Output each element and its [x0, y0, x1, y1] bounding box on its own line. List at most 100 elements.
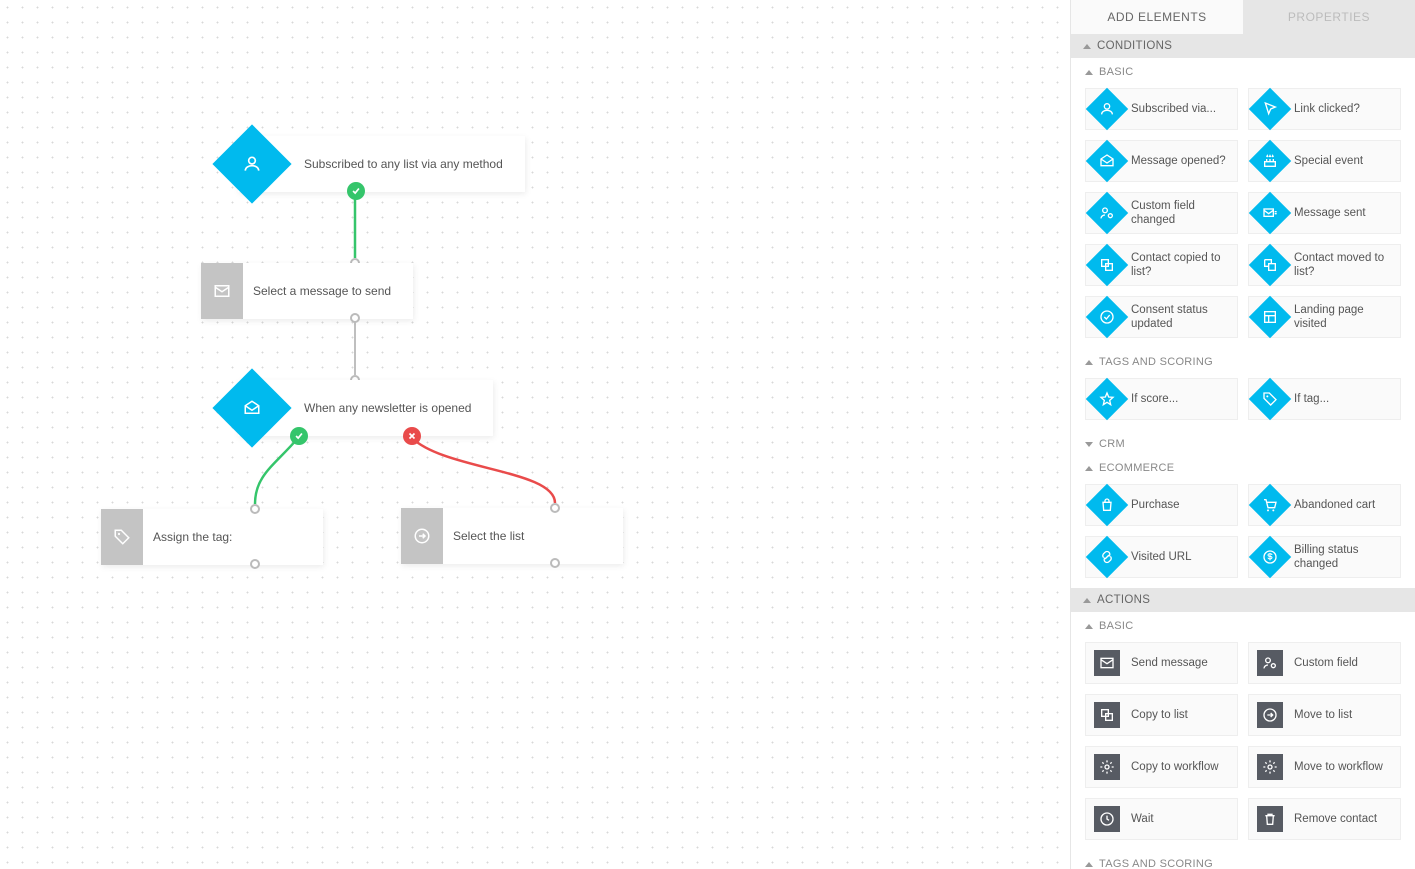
collapse-icon [1085, 360, 1093, 365]
element-label: If score... [1125, 388, 1184, 410]
copy-icon [1099, 257, 1115, 273]
node-subscribed[interactable]: Subscribed to any list via any method [238, 136, 525, 192]
connector-dot[interactable] [550, 558, 560, 568]
element-person-gear[interactable]: Custom field changed [1085, 192, 1238, 234]
dollar-icon [1262, 549, 1278, 565]
element-label: If tag... [1288, 388, 1335, 410]
element-person[interactable]: Subscribed via... [1085, 88, 1238, 130]
connector-dot[interactable] [250, 504, 260, 514]
conditions-header[interactable]: CONDITIONS [1071, 34, 1415, 58]
workflow-canvas[interactable]: Subscribed to any list via any method Se… [0, 0, 1070, 869]
person-gear-icon [1099, 205, 1115, 221]
person-gear-icon [1262, 655, 1278, 671]
node-newsletter-opened[interactable]: When any newsletter is opened [238, 380, 493, 436]
element-label: Visited URL [1125, 546, 1198, 568]
copy-icon [1099, 707, 1115, 723]
collapse-icon [1085, 70, 1093, 75]
element-label: Copy to list [1125, 704, 1194, 726]
cake-icon [1262, 153, 1278, 169]
element-label: Message sent [1288, 202, 1372, 224]
ecommerce-header[interactable]: ECOMMERCE [1071, 454, 1415, 478]
expand-icon [1085, 442, 1093, 447]
element-mail-send[interactable]: Message sent [1248, 192, 1401, 234]
gear-icon [1099, 759, 1115, 775]
element-gear[interactable]: Move to workflow [1248, 746, 1401, 788]
basic-header[interactable]: BASIC [1071, 58, 1415, 82]
tag-icon [1262, 391, 1278, 407]
element-label: Custom field changed [1125, 195, 1237, 232]
element-label: Move to list [1288, 704, 1358, 726]
collapse-icon [1083, 598, 1091, 603]
actions-tags-header[interactable]: TAGS AND SCORING [1071, 850, 1415, 869]
element-gear[interactable]: Copy to workflow [1085, 746, 1238, 788]
element-label: Custom field [1288, 652, 1364, 674]
element-check-circle[interactable]: Consent status updated [1085, 296, 1238, 338]
element-tag[interactable]: If tag... [1248, 378, 1401, 420]
element-trash[interactable]: Remove contact [1248, 798, 1401, 840]
element-clock[interactable]: Wait [1085, 798, 1238, 840]
element-mail-open[interactable]: Message opened? [1085, 140, 1238, 182]
node-label: Subscribed to any list via any method [294, 157, 525, 171]
tag-icon [113, 528, 131, 546]
element-label: Abandoned cart [1288, 494, 1381, 516]
element-move[interactable]: Contact moved to list? [1248, 244, 1401, 286]
element-label: Contact copied to list? [1125, 247, 1237, 284]
element-cake[interactable]: Special event [1248, 140, 1401, 182]
element-label: Subscribed via... [1125, 98, 1222, 120]
conditions-basic-grid: Subscribed via... Link clicked? Message op… [1071, 82, 1415, 348]
connector-dot[interactable] [250, 559, 260, 569]
element-person-gear[interactable]: Custom field [1248, 642, 1401, 684]
link-icon [1099, 549, 1115, 565]
element-mail[interactable]: Send message [1085, 642, 1238, 684]
actions-basic-header[interactable]: BASIC [1071, 612, 1415, 636]
node-send-message[interactable]: Select a message to send [201, 263, 413, 319]
element-bag[interactable]: Purchase [1085, 484, 1238, 526]
element-star[interactable]: If score... [1085, 378, 1238, 420]
no-badge [403, 427, 421, 445]
bag-icon [1099, 497, 1115, 513]
tab-properties[interactable]: PROPERTIES [1243, 0, 1415, 34]
element-dollar[interactable]: Billing status changed [1248, 536, 1401, 578]
node-select-list[interactable]: Select the list [401, 508, 623, 564]
element-label: Move to workflow [1288, 756, 1389, 778]
mail-send-icon [1262, 205, 1278, 221]
tags-scoring-header[interactable]: TAGS AND SCORING [1071, 348, 1415, 372]
element-cart[interactable]: Abandoned cart [1248, 484, 1401, 526]
element-label: Special event [1288, 150, 1369, 172]
element-label: Consent status updated [1125, 299, 1237, 336]
conditions-ecommerce-grid: Purchase Abandoned cart Visited URL Billing… [1071, 478, 1415, 588]
element-label: Link clicked? [1288, 98, 1366, 120]
section-title: ACTIONS [1097, 594, 1150, 606]
conditions-tags-grid: If score... If tag... [1071, 372, 1415, 430]
check-circle-icon [1099, 309, 1115, 325]
node-label: Select a message to send [243, 284, 413, 298]
yes-badge [347, 182, 365, 200]
node-label: Select the list [443, 529, 623, 543]
section-title: CONDITIONS [1097, 40, 1172, 52]
element-copy[interactable]: Contact copied to list? [1085, 244, 1238, 286]
collapse-icon [1085, 466, 1093, 471]
connectors-layer [0, 0, 1070, 869]
sub-title: CRM [1099, 438, 1125, 450]
actions-header[interactable]: ACTIONS [1071, 588, 1415, 612]
tab-add-elements[interactable]: ADD ELEMENTS [1071, 0, 1243, 34]
element-move-circle[interactable]: Move to list [1248, 694, 1401, 736]
element-label: Landing page visited [1288, 299, 1400, 336]
collapse-icon [1085, 624, 1093, 629]
connector-dot[interactable] [550, 503, 560, 513]
element-label: Contact moved to list? [1288, 247, 1400, 284]
crm-header[interactable]: CRM [1071, 430, 1415, 454]
element-label: Billing status changed [1288, 539, 1400, 576]
node-label: When any newsletter is opened [294, 401, 493, 415]
cursor-icon [1262, 101, 1278, 117]
element-cursor[interactable]: Link clicked? [1248, 88, 1401, 130]
element-link[interactable]: Visited URL [1085, 536, 1238, 578]
sub-title: TAGS AND SCORING [1099, 356, 1213, 368]
collapse-icon [1083, 44, 1091, 49]
element-copy[interactable]: Copy to list [1085, 694, 1238, 736]
element-layout[interactable]: Landing page visited [1248, 296, 1401, 338]
element-label: Wait [1125, 808, 1160, 830]
node-assign-tag[interactable]: Assign the tag: [101, 509, 323, 565]
connector-dot[interactable] [350, 313, 360, 323]
element-label: Copy to workflow [1125, 756, 1225, 778]
